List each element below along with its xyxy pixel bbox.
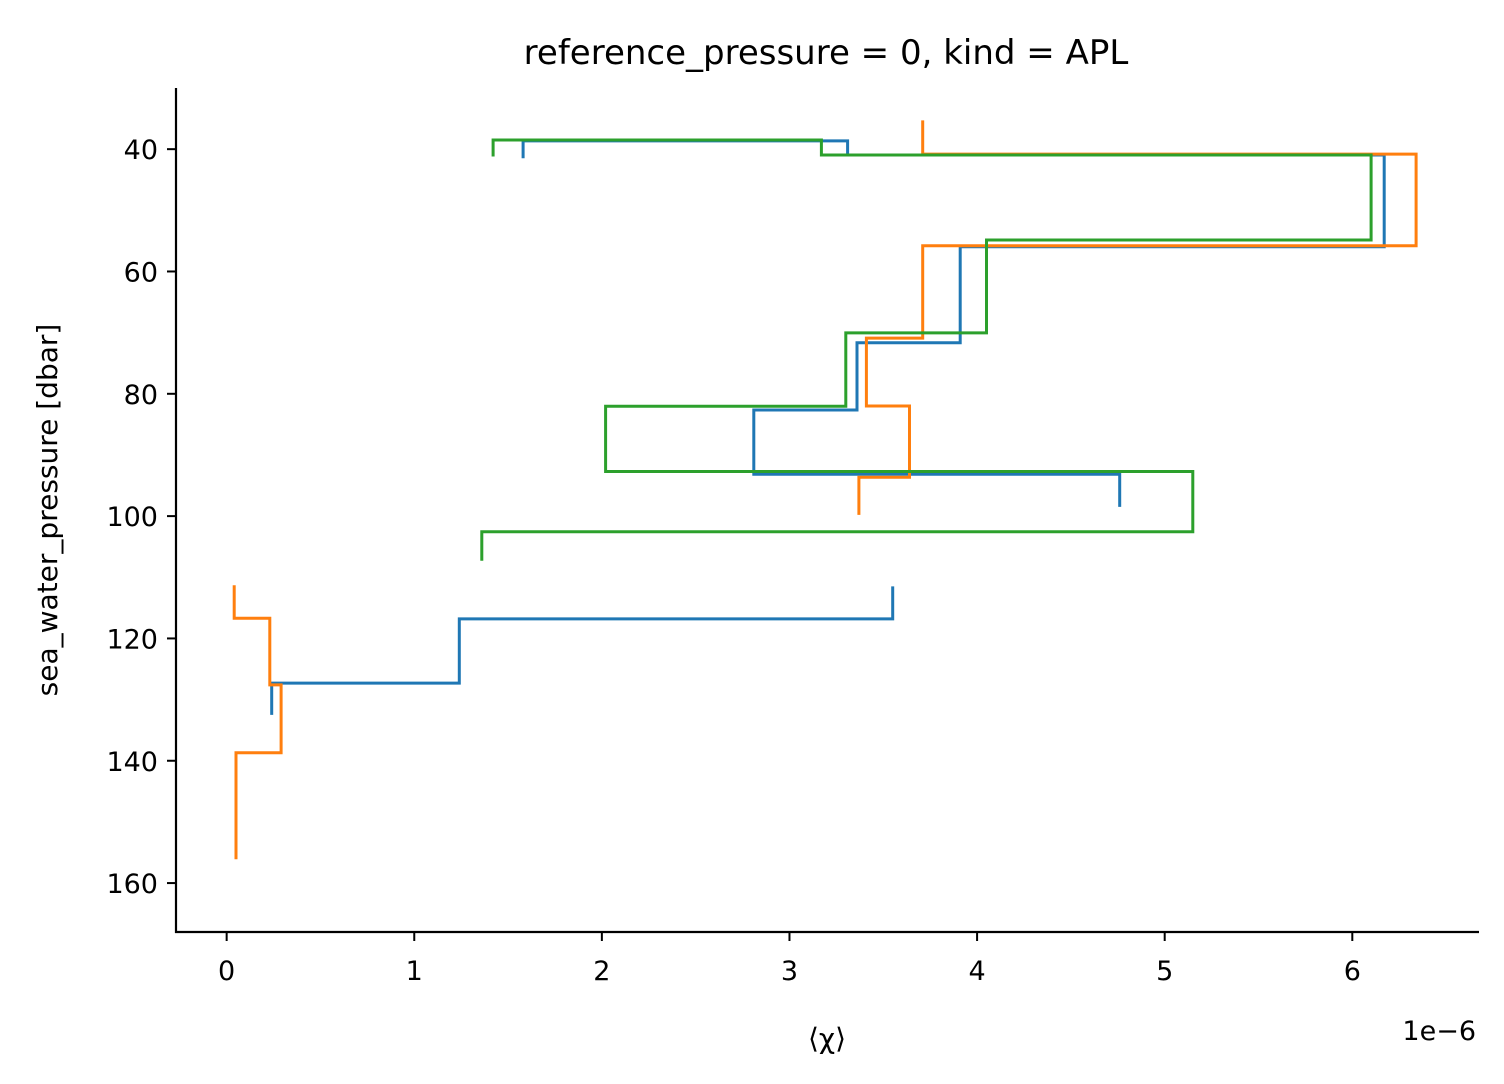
x-axis-label: ⟨χ⟩: [808, 1022, 846, 1055]
x-tick-label: 2: [593, 956, 610, 987]
series-step-line-2: [857, 120, 1418, 515]
y-axis-ticks: 40 60 80 100 120 140 160: [106, 135, 176, 900]
y-tick-label: 160: [106, 869, 158, 900]
series-layer: [232, 120, 1418, 860]
y-tick-label: 80: [124, 380, 158, 411]
x-axis-ticks: 0 1 2 3 4 5 6: [218, 932, 1361, 987]
y-tick-label: 120: [106, 624, 158, 655]
x-tick-label: 3: [781, 956, 798, 987]
y-tick-label: 40: [124, 135, 158, 166]
chart-title: reference_pressure = 0, kind = APL: [524, 33, 1129, 73]
x-tick-label: 6: [1344, 956, 1361, 987]
series-step-line-1: [521, 139, 1386, 507]
x-tick-label: 5: [1156, 956, 1173, 987]
series-step-line-5: [232, 585, 283, 860]
y-tick-label: 100: [106, 502, 158, 533]
x-tick-label: 0: [218, 956, 235, 987]
y-tick-label: 140: [106, 747, 158, 778]
x-axis-offset-label: 1e−6: [1402, 1016, 1476, 1047]
x-tick-label: 1: [406, 956, 423, 987]
series-step-line-4: [270, 586, 895, 715]
y-axis-label: sea_water_pressure [dbar]: [31, 324, 64, 697]
series-step-line-3: [480, 138, 1373, 561]
x-tick-label: 4: [968, 956, 985, 987]
y-tick-label: 60: [124, 257, 158, 288]
